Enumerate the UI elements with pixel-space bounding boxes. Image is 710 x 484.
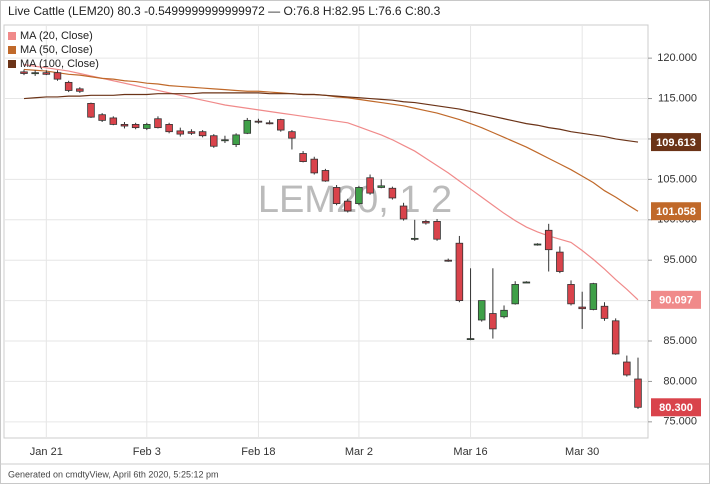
candle-body (511, 284, 519, 305)
candle-body (310, 158, 319, 174)
candle-body (76, 88, 84, 92)
candle-body (187, 131, 196, 134)
candle-body (131, 124, 140, 129)
candle-body (355, 187, 363, 205)
candle-body (578, 306, 586, 310)
candle-body (31, 72, 39, 75)
last-value-box (651, 398, 701, 417)
candle-body (444, 259, 452, 262)
last-value-label: 101.058 (656, 206, 696, 218)
candle-body (321, 170, 330, 182)
x-tick-label: Mar 30 (565, 446, 599, 458)
candle-body (634, 378, 642, 408)
candle-body (143, 124, 151, 129)
watermark: LEM20, 1 2 (258, 179, 452, 221)
plot-area (3, 24, 649, 439)
y-tick-label: 115.000 (658, 92, 697, 104)
candle-body (254, 120, 263, 123)
candle-body (522, 281, 531, 284)
candle-body (388, 187, 397, 199)
candle-body (109, 117, 118, 125)
candle-body (265, 122, 274, 125)
candle-body (377, 185, 385, 188)
candle-body (477, 300, 486, 321)
y-tick-label: 85.000 (663, 335, 697, 347)
x-tick-label: Feb 3 (133, 446, 161, 458)
legend-swatch (8, 32, 16, 40)
candle-body (567, 284, 575, 305)
legend-swatch (8, 60, 16, 68)
candle-body (64, 81, 73, 91)
candle-body (232, 134, 240, 146)
candle-body (623, 361, 631, 376)
candle-body (489, 313, 497, 330)
last-value-box (651, 202, 701, 221)
legend-label: MA (100, Close) (20, 58, 99, 70)
candle-body (544, 229, 553, 251)
candle-body (165, 124, 173, 133)
ma-line (23, 92, 639, 143)
candle-body (120, 124, 129, 127)
candle-body (589, 283, 598, 310)
candle-body (210, 135, 218, 147)
candle-body (422, 220, 430, 224)
legend-swatch (8, 46, 16, 54)
candle-body (410, 237, 419, 240)
x-tick-label: Mar 2 (345, 446, 373, 458)
candle-body (154, 118, 162, 129)
y-tick-label: 105.000 (657, 173, 697, 185)
y-tick-label: 120.000 (657, 52, 697, 64)
x-tick-label: Feb 18 (241, 446, 275, 458)
candle-body (198, 131, 207, 137)
candle-body (533, 243, 542, 246)
last-value-label: 90.097 (659, 295, 693, 307)
candle-body (176, 130, 185, 135)
candle-body (433, 220, 441, 240)
last-value-box (651, 133, 701, 152)
ma-line (23, 64, 639, 301)
x-tick-label: Mar 16 (453, 446, 487, 458)
candle-body (455, 242, 464, 302)
y-tick-label: 75.000 (663, 416, 697, 428)
candle-body (53, 72, 62, 80)
last-value-label: 80.300 (659, 402, 693, 414)
last-value-box (651, 290, 701, 309)
y-tick-label: 95.000 (663, 254, 697, 266)
x-tick-label: Jan 21 (30, 446, 63, 458)
last-value-label: 109.613 (656, 137, 696, 149)
y-tick-label: 80.000 (663, 375, 697, 387)
candle-body (288, 131, 296, 139)
candle-body (399, 205, 408, 220)
candle-body (20, 71, 28, 74)
candle-body (466, 338, 475, 340)
candle-body (277, 119, 285, 131)
candle-body (98, 114, 106, 121)
candle-body (500, 309, 508, 318)
legend-label: MA (50, Close) (20, 44, 93, 56)
legend-label: MA (20, Close) (20, 30, 93, 42)
candle-body (221, 139, 229, 142)
candle-body (42, 72, 51, 75)
candle-body (600, 305, 609, 319)
candle-body (332, 187, 341, 205)
footer: Generated on cmdtyView, April 6th 2020, … (8, 469, 218, 479)
candle-body (87, 102, 95, 118)
candle-body (243, 119, 252, 134)
candle-body (343, 200, 352, 212)
candle-body (299, 153, 307, 162)
candle-body (366, 177, 374, 194)
candle-body (556, 251, 564, 272)
candle-body (611, 320, 620, 355)
chart-title: Live Cattle (LEM20) 80.3 -0.549999999999… (8, 4, 441, 18)
